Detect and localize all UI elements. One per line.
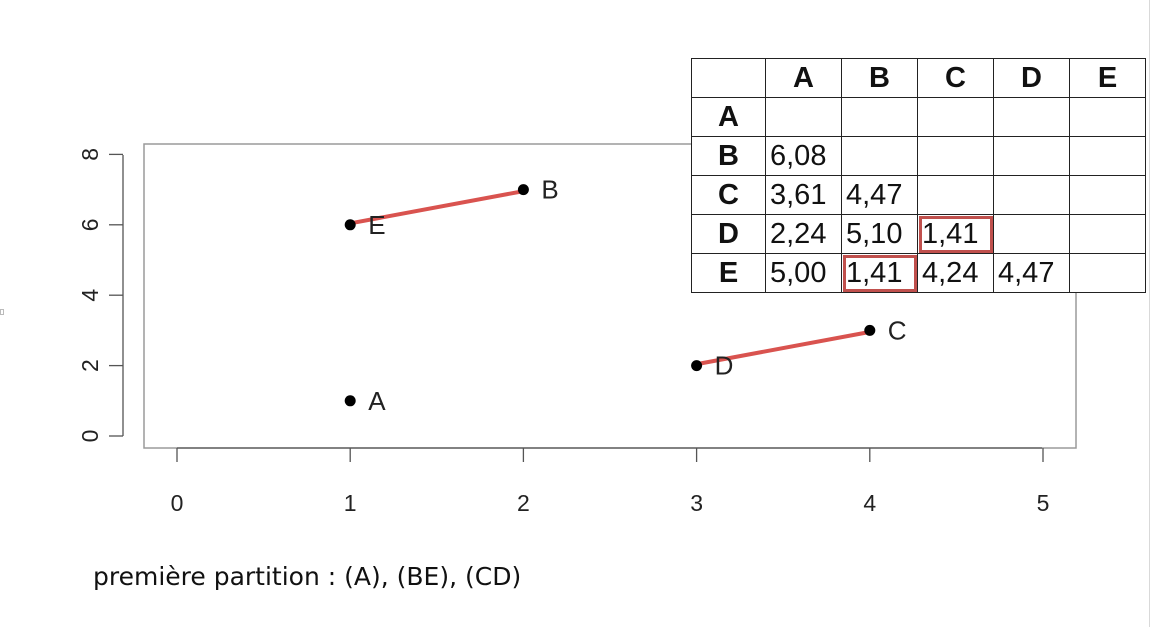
x-ticks: 0 1 2 3 4 5: [171, 448, 1050, 516]
distance-cell: [993, 175, 1070, 215]
table-row: C 3,61 4,47: [691, 175, 1146, 215]
point-label-a: A: [368, 386, 386, 416]
row-header-e: E: [691, 253, 766, 293]
y-tick-label: 0: [77, 430, 103, 443]
distance-cell: [1069, 253, 1146, 293]
distance-cell: [993, 136, 1070, 176]
x-tick-label: 3: [690, 490, 703, 516]
distance-cell: [1069, 97, 1146, 137]
y-ticks: 0 2 4 6 8: [77, 148, 123, 442]
row-header-d: D: [691, 214, 766, 254]
distance-cell: [993, 214, 1070, 254]
distance-cell: 4,47: [841, 175, 918, 215]
data-point-c: [864, 324, 876, 336]
distance-cell: 4,24: [917, 253, 994, 293]
distance-cell: [841, 136, 918, 176]
table-row: B 6,08: [691, 136, 1146, 176]
cluster-link-dc: [697, 329, 875, 366]
partition-caption: première partition : (A), (BE), (CD): [93, 562, 522, 591]
distance-cell: [765, 97, 842, 137]
distance-cell: [917, 136, 994, 176]
distance-cell: 6,08: [765, 136, 842, 176]
x-tick-label: 4: [863, 490, 876, 516]
distance-cell: 4,47: [993, 253, 1070, 293]
y-tick-label: 8: [77, 148, 103, 161]
distance-cell: [993, 97, 1070, 137]
data-point-e: [344, 219, 356, 231]
x-tick-label: 1: [344, 490, 357, 516]
point-label-b: B: [541, 175, 558, 205]
table-corner-cell: [691, 58, 766, 98]
distance-cell: 3,61: [765, 175, 842, 215]
point-label-d: D: [715, 351, 734, 381]
row-header-b: B: [691, 136, 766, 176]
distance-cell: [841, 97, 918, 137]
column-header-c: C: [917, 58, 994, 98]
distance-cell-highlighted: 1,41: [841, 253, 918, 293]
table-row: E 5,00 1,41 4,24 4,47: [691, 253, 1146, 293]
row-header-a: A: [691, 97, 766, 137]
distance-cell: [1069, 136, 1146, 176]
data-point-a: [344, 395, 356, 407]
y-tick-label: 4: [77, 289, 103, 302]
y-tick-label: 2: [77, 359, 103, 372]
y-tick-label: 6: [77, 218, 103, 231]
data-point-b: [517, 184, 529, 196]
distance-cell: 5,10: [841, 214, 918, 254]
x-tick-label: 2: [517, 490, 530, 516]
distance-matrix-body: A B 6,08 C 3,61 4,47 D 2,24 5,10 1,41 E 5,00 1,41 4,2…: [691, 97, 1146, 293]
distance-cell-highlighted: 1,41: [917, 214, 994, 254]
row-header-c: C: [691, 175, 766, 215]
column-header-b: B: [841, 58, 918, 98]
table-row: D 2,24 5,10 1,41: [691, 214, 1146, 254]
page-edge: [1149, 0, 1150, 627]
cluster-link-eb: [351, 188, 529, 225]
column-header-a: A: [765, 58, 842, 98]
table-row: A: [691, 97, 1146, 137]
column-header-d: D: [993, 58, 1070, 98]
distance-cell: 2,24: [765, 214, 842, 254]
x-tick-label: 0: [171, 490, 184, 516]
data-point-d: [691, 360, 703, 372]
distance-cell: [917, 175, 994, 215]
point-label-c: C: [888, 315, 907, 345]
distance-cell: [1069, 175, 1146, 215]
distance-cell: 5,00: [765, 253, 842, 293]
cluster-links: [351, 188, 875, 366]
distance-cell: [917, 97, 994, 137]
margin-marker: [0, 309, 4, 315]
x-tick-label: 5: [1037, 490, 1050, 516]
distance-cell: [1069, 214, 1146, 254]
column-header-e: E: [1069, 58, 1146, 98]
point-label-e: E: [368, 210, 385, 240]
